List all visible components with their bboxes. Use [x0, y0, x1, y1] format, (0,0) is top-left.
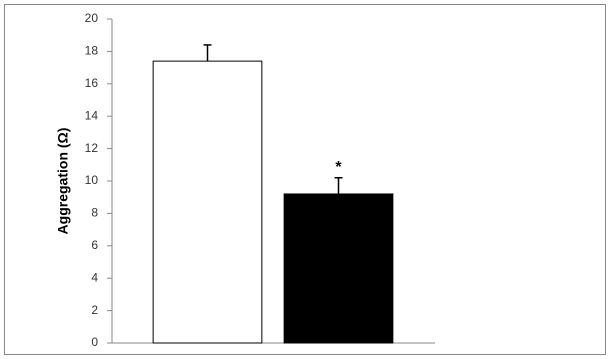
bar [283, 193, 394, 344]
bar [152, 60, 263, 344]
y-tick-label: 18 [85, 44, 99, 58]
y-tick-label: 12 [85, 141, 99, 155]
y-tick-label: 8 [91, 206, 98, 220]
y-tick-label: 10 [85, 173, 99, 187]
y-tick-label: 6 [91, 238, 98, 252]
y-axis-label: Aggregation (Ω) [55, 128, 71, 235]
y-tick-label: 4 [91, 270, 98, 284]
y-tick-label: 0 [91, 335, 98, 349]
y-tick-label: 14 [85, 108, 99, 122]
y-tick-label: 2 [91, 303, 98, 317]
y-tick-label: 16 [85, 76, 99, 90]
y-tick-label: 20 [85, 11, 99, 25]
annotation: * [335, 159, 342, 176]
